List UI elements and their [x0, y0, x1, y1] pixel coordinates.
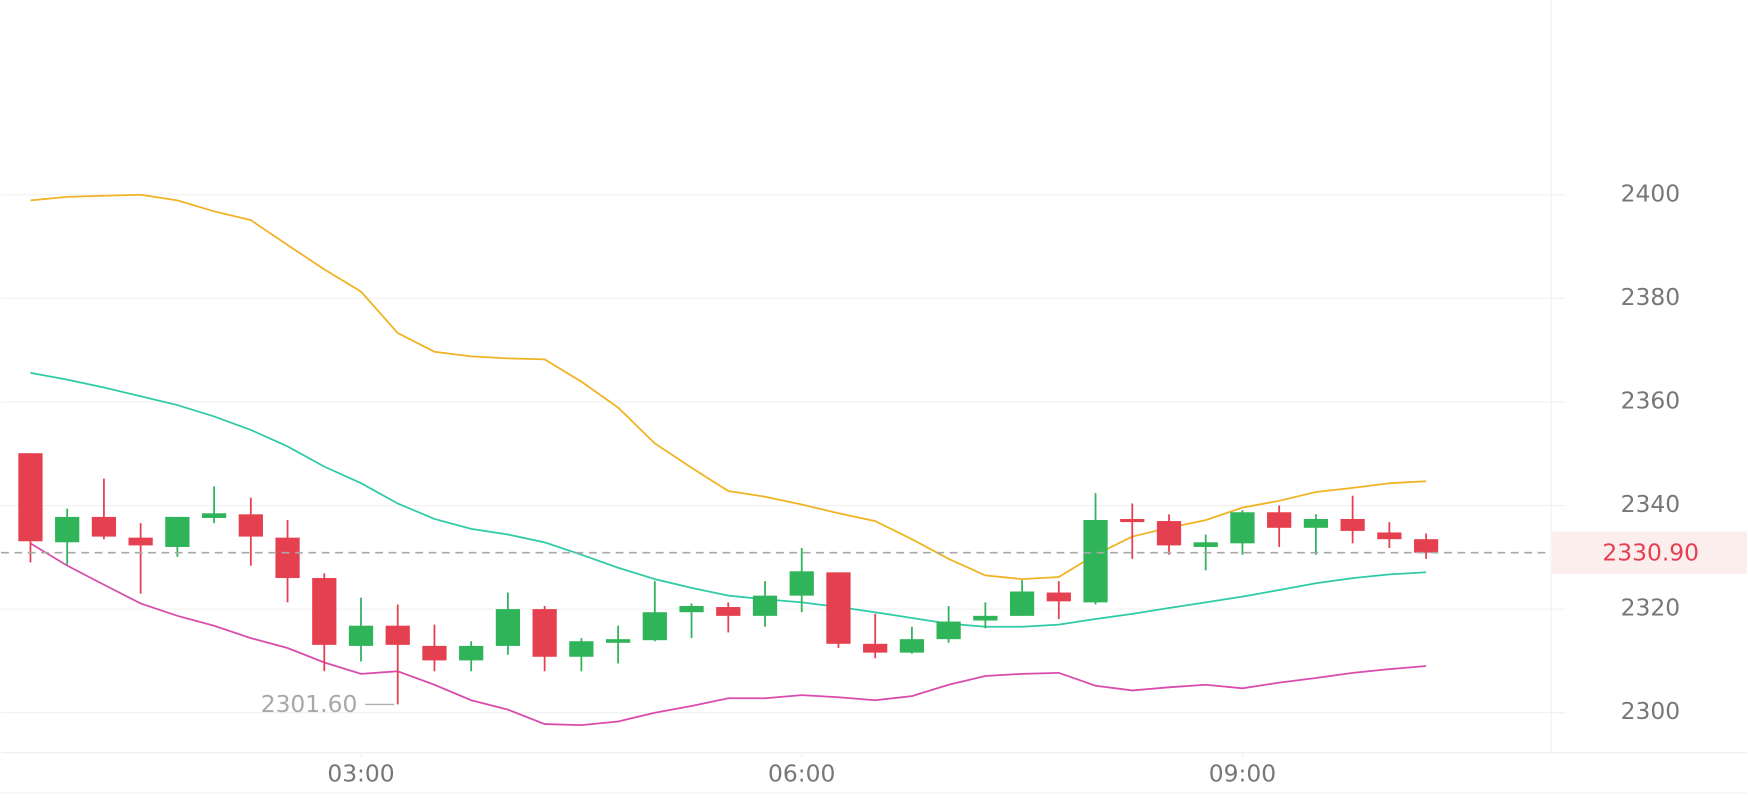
candle-body: [128, 537, 153, 546]
candle-body: [1156, 521, 1182, 546]
candle-body: [569, 641, 594, 657]
candle-body: [532, 609, 557, 657]
candle-body: [936, 621, 961, 640]
candle-body: [716, 607, 741, 616]
band-line: [30, 193, 1427, 580]
y-tick-label: 2300: [1621, 697, 1680, 725]
candle-body: [1193, 542, 1218, 547]
candle-body: [1009, 591, 1035, 616]
y-tick-label: 2320: [1621, 594, 1680, 622]
candle-body: [1046, 592, 1071, 602]
last-price-label: 2330.90: [1602, 538, 1699, 566]
y-tick-label: 2400: [1621, 179, 1680, 207]
y-tick-label: 2340: [1621, 490, 1680, 518]
candle-body: [605, 639, 631, 643]
candle-body: [385, 625, 410, 645]
x-tick-label: 03:00: [327, 759, 394, 787]
candle-body: [201, 513, 227, 518]
candle-body: [899, 639, 925, 653]
candle-body: [679, 606, 704, 613]
candle-body: [165, 516, 190, 547]
candle-body: [1230, 512, 1255, 544]
y-tick-label: 2380: [1621, 283, 1680, 311]
candle-body: [1120, 518, 1145, 523]
candle-body: [1303, 518, 1329, 528]
candle-body: [642, 612, 667, 641]
candle-body: [1377, 532, 1402, 540]
candle-body: [91, 516, 117, 537]
candle-body: [422, 645, 447, 661]
candle-body: [459, 645, 484, 661]
band-line: [30, 542, 1427, 727]
last-price-box: [1552, 531, 1747, 574]
candle-body: [789, 571, 814, 596]
candle-body: [495, 609, 521, 646]
band-line: [30, 372, 1427, 628]
x-tick-label: 06:00: [768, 759, 835, 787]
low-annotation-label: 2301.60: [261, 690, 358, 718]
candle-body: [275, 537, 300, 579]
candle-body: [348, 625, 374, 646]
candle-body: [1340, 518, 1365, 531]
y-tick-label: 2360: [1621, 386, 1680, 414]
candle-body: [1083, 520, 1108, 603]
candle-body: [18, 453, 43, 542]
candle-body: [752, 595, 778, 616]
candle-body: [973, 615, 998, 621]
candle-body: [1267, 512, 1292, 528]
candle-body: [863, 643, 888, 653]
candle-body: [312, 578, 337, 645]
candle-body: [826, 572, 851, 644]
candle-body: [238, 514, 263, 537]
candle-body: [1413, 539, 1439, 553]
x-tick-label: 09:00: [1209, 759, 1276, 787]
candle-body: [55, 516, 80, 543]
